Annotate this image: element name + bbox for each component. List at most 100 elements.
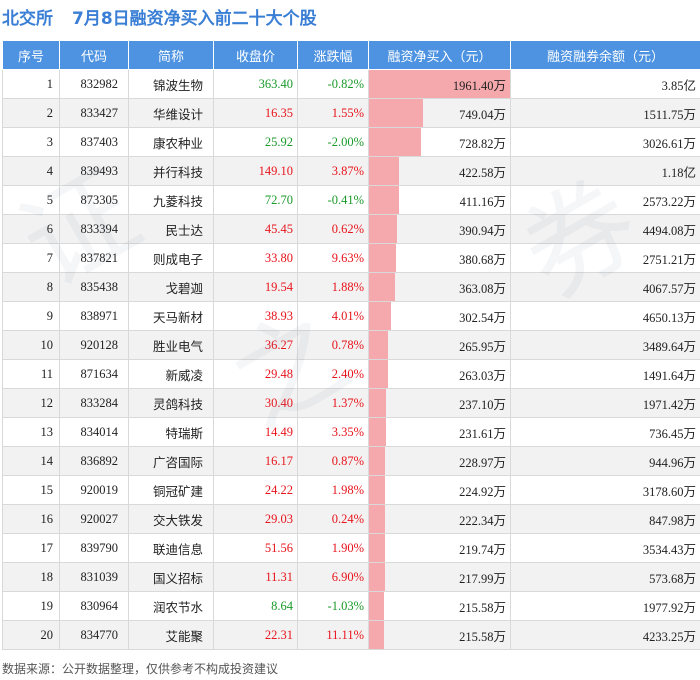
stock-code: 920027 [59, 504, 129, 534]
stock-code: 838971 [59, 301, 129, 331]
price-change: 4.01% [297, 301, 369, 331]
stock-name: 新威凌 [128, 359, 214, 389]
stock-code: 834770 [59, 620, 129, 650]
row-index: 6 [2, 214, 60, 244]
net-buy: 363.08万 [368, 272, 511, 302]
net-buy-bar [369, 447, 386, 475]
margin-balance: 4067.57万 [510, 272, 700, 302]
price-change: 0.62% [297, 214, 369, 244]
price-change: -0.41% [297, 185, 369, 215]
row-index: 5 [2, 185, 60, 215]
net-buy-bar [369, 215, 398, 243]
net-buy: 237.10万 [368, 388, 511, 418]
row-index: 2 [2, 98, 60, 128]
net-buy-bar [369, 302, 391, 330]
net-buy-bar [369, 476, 386, 504]
close-price: 72.70 [213, 185, 298, 215]
close-price: 33.80 [213, 243, 298, 273]
stock-name: 特瑞斯 [128, 417, 214, 447]
price-change: 1.90% [297, 533, 369, 563]
net-buy: 231.61万 [368, 417, 511, 447]
net-buy-bar [369, 128, 422, 156]
row-index: 15 [2, 475, 60, 505]
table-row: 8 835438 戈碧迦 19.54 1.88% 363.08万 4067.57万 [2, 272, 700, 302]
row-index: 11 [2, 359, 60, 389]
net-buy-value: 380.68万 [459, 252, 506, 267]
row-index: 7 [2, 243, 60, 273]
stock-code: 871634 [59, 359, 129, 389]
net-buy: 302.54万 [368, 301, 511, 331]
price-change: 1.37% [297, 388, 369, 418]
net-buy-bar [369, 186, 399, 214]
net-buy: 380.68万 [368, 243, 511, 273]
net-buy: 749.04万 [368, 98, 511, 128]
net-buy-value: 728.82万 [459, 136, 506, 151]
close-price: 19.54 [213, 272, 298, 302]
stock-code: 833394 [59, 214, 129, 244]
margin-balance: 2751.21万 [510, 243, 700, 273]
row-index: 1 [2, 69, 60, 99]
col-header-change: 涨跌幅 [297, 40, 369, 70]
net-buy-bar [369, 99, 423, 127]
close-price: 22.31 [213, 620, 298, 650]
price-change: -2.00% [297, 127, 369, 157]
row-index: 13 [2, 417, 60, 447]
close-price: 25.92 [213, 127, 298, 157]
financing-table: 序号 代码 简称 收盘价 涨跌幅 融资净买入（元） 融资融券余额（元） 1 832… [2, 40, 700, 650]
stock-name: 九菱科技 [128, 185, 214, 215]
row-index: 18 [2, 562, 60, 592]
stock-name: 润农节水 [128, 591, 214, 621]
stock-name: 艾能聚 [128, 620, 214, 650]
col-header-name: 简称 [128, 40, 214, 70]
price-change: -1.03% [297, 591, 369, 621]
table-row: 2 833427 华维设计 16.35 1.55% 749.04万 1511.75万 [2, 98, 700, 128]
stock-code: 837403 [59, 127, 129, 157]
table-row: 3 837403 康农种业 25.92 -2.00% 728.82万 3026.61万 [2, 127, 700, 157]
row-index: 9 [2, 301, 60, 331]
margin-balance: 1.18亿 [510, 156, 700, 186]
stock-code: 833284 [59, 388, 129, 418]
table-row: 19 830964 润农节水 8.64 -1.03% 215.58万 1977.92万 [2, 591, 700, 621]
net-buy: 224.92万 [368, 475, 511, 505]
col-header-net-buy: 融资净买入（元） [368, 40, 511, 70]
row-index: 17 [2, 533, 60, 563]
table-row: 14 836892 广咨国际 16.17 0.87% 228.97万 944.96万 [2, 446, 700, 476]
margin-balance: 847.98万 [510, 504, 700, 534]
net-buy-value: 390.94万 [459, 223, 506, 238]
margin-balance: 573.68万 [510, 562, 700, 592]
table-row: 6 833394 民士达 45.45 0.62% 390.94万 4494.08万 [2, 214, 700, 244]
price-change: 1.88% [297, 272, 369, 302]
price-change: -0.82% [297, 69, 369, 99]
net-buy-value: 219.74万 [459, 542, 506, 557]
table-body: 1 832982 锦波生物 363.40 -0.82% 1961.40万 3.85亿 2 833… [2, 69, 700, 650]
stock-name: 胜业电气 [128, 330, 214, 360]
close-price: 11.31 [213, 562, 298, 592]
stock-code: 832982 [59, 69, 129, 99]
table-row: 4 839493 并行科技 149.10 3.87% 422.58万 1.18亿 [2, 156, 700, 186]
net-buy: 265.95万 [368, 330, 511, 360]
stock-code: 920019 [59, 475, 129, 505]
net-buy-value: 302.54万 [459, 310, 506, 325]
net-buy-value: 422.58万 [459, 165, 506, 180]
net-buy-value: 263.03万 [459, 368, 506, 383]
stock-code: 830964 [59, 591, 129, 621]
col-header-code: 代码 [59, 40, 129, 70]
net-buy-bar [369, 534, 385, 562]
net-buy: 422.58万 [368, 156, 511, 186]
stock-code: 920128 [59, 330, 129, 360]
net-buy: 215.58万 [368, 591, 511, 621]
row-index: 20 [2, 620, 60, 650]
net-buy-value: 222.34万 [459, 513, 506, 528]
price-change: 11.11% [297, 620, 369, 650]
close-price: 363.40 [213, 69, 298, 99]
stock-code: 873305 [59, 185, 129, 215]
table-row: 1 832982 锦波生物 363.40 -0.82% 1961.40万 3.85亿 [2, 69, 700, 99]
stock-name: 国义招标 [128, 562, 214, 592]
net-buy: 1961.40万 [368, 69, 511, 99]
net-buy-value: 231.61万 [459, 426, 506, 441]
stock-name: 交大铁发 [128, 504, 214, 534]
net-buy: 390.94万 [368, 214, 511, 244]
table-row: 17 839790 联迪信息 51.56 1.90% 219.74万 3534.43万 [2, 533, 700, 563]
stock-name: 民士达 [128, 214, 214, 244]
table-row: 15 920019 铜冠矿建 24.22 1.98% 224.92万 3178.60万 [2, 475, 700, 505]
